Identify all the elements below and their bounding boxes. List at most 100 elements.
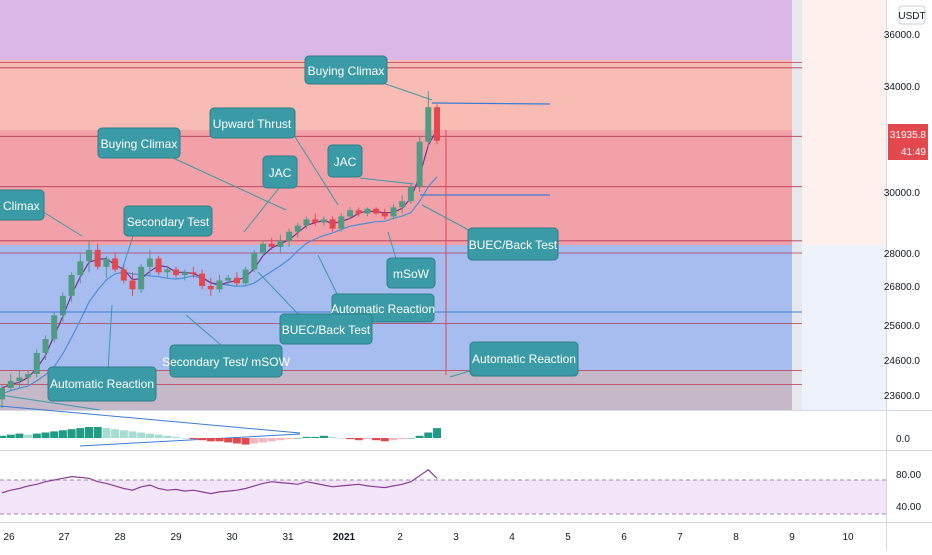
zone-salmon (0, 60, 792, 130)
annotation-connectors (0, 81, 481, 411)
annotation-callout[interactable]: Secondary Test/ mSOW (162, 344, 291, 378)
candle-body (190, 272, 197, 274)
candle-body (233, 277, 240, 284)
annotation-label: Buying Climax (101, 137, 178, 151)
connector (291, 131, 339, 206)
time-tick: 2 (397, 532, 403, 543)
price-axis[interactable]: USDT 36000.0 34000.0 30000.0 28000.0 268… (884, 5, 928, 513)
annotation-callout[interactable]: BUEC/Back Test (279, 313, 373, 345)
oscillator-bar (15, 433, 24, 438)
candle-body (416, 141, 423, 187)
oscillator-bar (415, 435, 424, 438)
annotation-label: Secondary Test (127, 215, 210, 229)
time-axis[interactable]: 26 27 28 29 30 31 2021 2 3 4 5 6 7 8 9 1… (3, 532, 854, 543)
time-tick: 9 (789, 532, 795, 543)
connector (121, 229, 136, 271)
zone-future-upper (802, 0, 886, 245)
annotation-callout[interactable]: Climax (0, 189, 45, 221)
annotation-label: Buying Climax (308, 64, 385, 78)
annotation-callout[interactable]: Secondary Test (123, 205, 213, 237)
rsi-tick: 40.00 (896, 502, 921, 513)
candle-body (25, 374, 32, 378)
candle-body (407, 186, 414, 202)
annotation-callout[interactable]: BUEC/Back Test (467, 227, 559, 261)
oscillator-bar (319, 435, 328, 438)
annotation-callout[interactable]: JAC (262, 155, 298, 189)
time-tick: 10 (842, 532, 854, 543)
candle-body (338, 216, 345, 229)
oscillator-bar (180, 438, 189, 439)
candle-body (286, 231, 293, 241)
oscillator-pane (0, 405, 441, 447)
annotation-callout[interactable]: Upward Thrust (209, 107, 296, 139)
annotation-callout[interactable]: Automatic Reaction (469, 341, 579, 377)
oscillator-bar (389, 438, 398, 441)
candle-body (355, 210, 362, 214)
candle-body (320, 219, 327, 223)
connector (449, 369, 474, 378)
candle-body (207, 286, 214, 290)
candle-body (425, 107, 432, 142)
candle-body (103, 258, 110, 267)
oscillator-bar (285, 438, 294, 440)
oscillator-bar (398, 438, 407, 440)
oscillator-bar (111, 429, 120, 438)
annotation-callout[interactable]: JAC (327, 144, 363, 178)
background-zones (0, 0, 886, 410)
annotation-callout[interactable]: Automatic Reaction (47, 366, 157, 402)
time-tick: 5 (565, 532, 571, 543)
oscillator-bar (145, 433, 154, 438)
annotation-callout[interactable]: Buying Climax (97, 127, 181, 159)
currency-label: USDT (898, 11, 925, 22)
candle-body (329, 219, 336, 229)
candle-body (155, 258, 162, 273)
candle-body (94, 249, 101, 267)
connector (39, 209, 83, 237)
candle-body (33, 353, 40, 374)
candle-body (181, 272, 188, 276)
candle-body (16, 377, 23, 381)
connector (0, 394, 101, 411)
candle-body (164, 269, 171, 273)
oscillator-bar (232, 438, 241, 444)
oscillator-bar (259, 438, 267, 443)
oscillator-bar (0, 435, 6, 438)
oscillator-bar (337, 438, 346, 439)
candles (0, 91, 440, 408)
annotation-callout[interactable]: Buying Climax (304, 55, 388, 85)
annotation-label: BUEC/Back Test (469, 238, 558, 252)
time-tick: 26 (3, 532, 15, 543)
candle-body (294, 225, 301, 232)
oscillator-bar (76, 428, 85, 438)
connector (107, 304, 113, 371)
oscillator-tick: 0.0 (896, 434, 910, 445)
candle-body (7, 381, 14, 388)
candle-body (138, 266, 145, 290)
oscillator-bar (32, 433, 41, 438)
candle-body (347, 210, 353, 217)
oscillator-bar (328, 436, 337, 438)
candle-body (51, 315, 58, 340)
price-tick: 24600.0 (884, 356, 921, 367)
annotation-callout[interactable]: mSoW (386, 257, 436, 289)
oscillator-bar (67, 429, 76, 438)
last-price-label: 31935.8 (890, 130, 927, 141)
oscillator-bar (172, 436, 180, 438)
oscillator-bar (41, 432, 50, 438)
time-tick: 8 (733, 532, 739, 543)
oscillator-bar (206, 438, 215, 442)
price-tick: 28000.0 (884, 249, 921, 260)
oscillator-bar (215, 438, 224, 442)
time-tick: 29 (170, 532, 182, 543)
candle-body (146, 258, 153, 267)
connector (185, 314, 223, 347)
connector (317, 254, 341, 301)
price-tick: 30000.0 (884, 188, 921, 199)
currency-badge[interactable] (898, 5, 926, 25)
candle-body (303, 219, 310, 226)
oscillator-bar (93, 427, 102, 438)
candle-body (390, 207, 397, 217)
connector (387, 231, 398, 263)
